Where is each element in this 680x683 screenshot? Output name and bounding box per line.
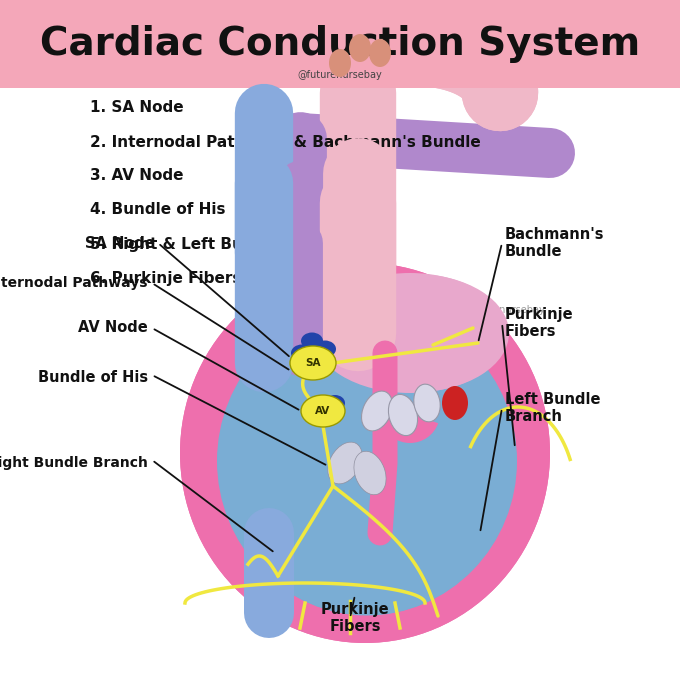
Text: Left Bundle
Branch: Left Bundle Branch [505, 392, 600, 424]
Text: 6. Purkinje Fibers: 6. Purkinje Fibers [90, 270, 241, 285]
Text: SA Node: SA Node [85, 236, 155, 251]
Text: AV Node: AV Node [78, 320, 148, 335]
Ellipse shape [301, 333, 323, 350]
Ellipse shape [314, 341, 336, 357]
Ellipse shape [369, 39, 391, 67]
Bar [0, 0, 680, 88]
Ellipse shape [354, 451, 386, 494]
Text: Right Bundle Branch: Right Bundle Branch [0, 456, 148, 470]
Ellipse shape [180, 263, 550, 643]
Text: Internodal Pathways: Internodal Pathways [0, 276, 148, 290]
Text: 2. Internodal Pathways & Bachmann's Bundle: 2. Internodal Pathways & Bachmann's Bund… [90, 135, 481, 150]
Text: Cardiac Conduction System: Cardiac Conduction System [40, 25, 640, 63]
Ellipse shape [328, 442, 362, 484]
Ellipse shape [349, 34, 371, 62]
Ellipse shape [329, 49, 351, 77]
Ellipse shape [243, 143, 285, 163]
Ellipse shape [291, 344, 313, 361]
Text: Purkinje
Fibers: Purkinje Fibers [321, 602, 390, 635]
Ellipse shape [413, 384, 440, 422]
Ellipse shape [325, 395, 345, 411]
Ellipse shape [321, 274, 509, 392]
Ellipse shape [362, 391, 392, 431]
Ellipse shape [388, 394, 418, 436]
Text: 1. SA Node: 1. SA Node [90, 100, 184, 115]
Ellipse shape [307, 400, 327, 416]
Text: 4. Bundle of His: 4. Bundle of His [90, 202, 226, 217]
Wedge shape [381, 413, 438, 443]
Text: Bachmann's
Bundle: Bachmann's Bundle [505, 227, 605, 260]
Ellipse shape [180, 263, 550, 643]
Text: Purkinje
Fibers: Purkinje Fibers [505, 307, 574, 339]
Ellipse shape [290, 346, 336, 380]
Text: AV: AV [316, 406, 330, 416]
Text: Bundle of His: Bundle of His [38, 370, 148, 385]
Ellipse shape [217, 307, 517, 615]
Text: @futurenursebay: @futurenursebay [298, 70, 382, 80]
Text: 3. AV Node: 3. AV Node [90, 169, 184, 184]
Ellipse shape [220, 311, 515, 615]
Ellipse shape [442, 386, 468, 420]
Bar [243, 153, 285, 353]
Text: @futurenursebay: @futurenursebay [460, 305, 545, 315]
Ellipse shape [313, 273, 507, 393]
Text: SA: SA [305, 358, 321, 368]
Ellipse shape [301, 395, 345, 427]
Text: 5. Right & Left Bundle Branches: 5. Right & Left Bundle Branches [90, 236, 365, 251]
